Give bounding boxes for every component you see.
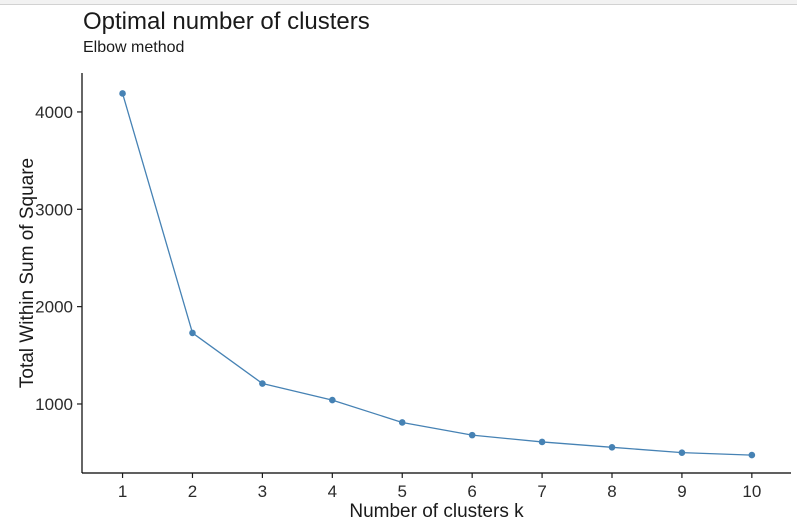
x-tick-label: 1 — [118, 482, 127, 501]
y-tick-label: 4000 — [35, 103, 73, 122]
y-axis-title: Total Within Sum of Square — [17, 158, 38, 388]
x-tick-label: 3 — [258, 482, 267, 501]
plot-subtitle: Elbow method — [83, 39, 185, 56]
x-tick-label: 6 — [467, 482, 476, 501]
x-tick-label: 5 — [398, 482, 407, 501]
y-tick-label: 2000 — [35, 298, 73, 317]
data-point-k4 — [329, 396, 336, 404]
data-point-k8 — [608, 444, 616, 451]
x-tick-label: 7 — [537, 482, 546, 501]
x-tick-label: 8 — [607, 482, 616, 501]
data-point-k9 — [678, 449, 686, 456]
data-point-k6 — [468, 431, 476, 439]
window-top-border — [0, 0, 797, 5]
x-tick-label: 4 — [328, 482, 337, 501]
data-point-k7 — [538, 438, 546, 446]
x-axis-title: Number of clusters k — [349, 501, 524, 522]
data-point-k1 — [119, 90, 126, 97]
data-point-k2 — [189, 329, 196, 337]
x-tick-label: 2 — [188, 482, 197, 501]
y-tick-label: 1000 — [35, 395, 73, 414]
data-point-k5 — [398, 419, 406, 426]
data-point-k10 — [748, 451, 756, 459]
x-tick-label: 10 — [742, 482, 761, 501]
plot-title: Optimal number of clusters — [83, 8, 370, 35]
x-tick-label: 9 — [677, 482, 686, 501]
y-tick-label: 3000 — [35, 200, 73, 219]
data-point-k3 — [259, 380, 266, 387]
wss-series-line — [121, 93, 752, 456]
